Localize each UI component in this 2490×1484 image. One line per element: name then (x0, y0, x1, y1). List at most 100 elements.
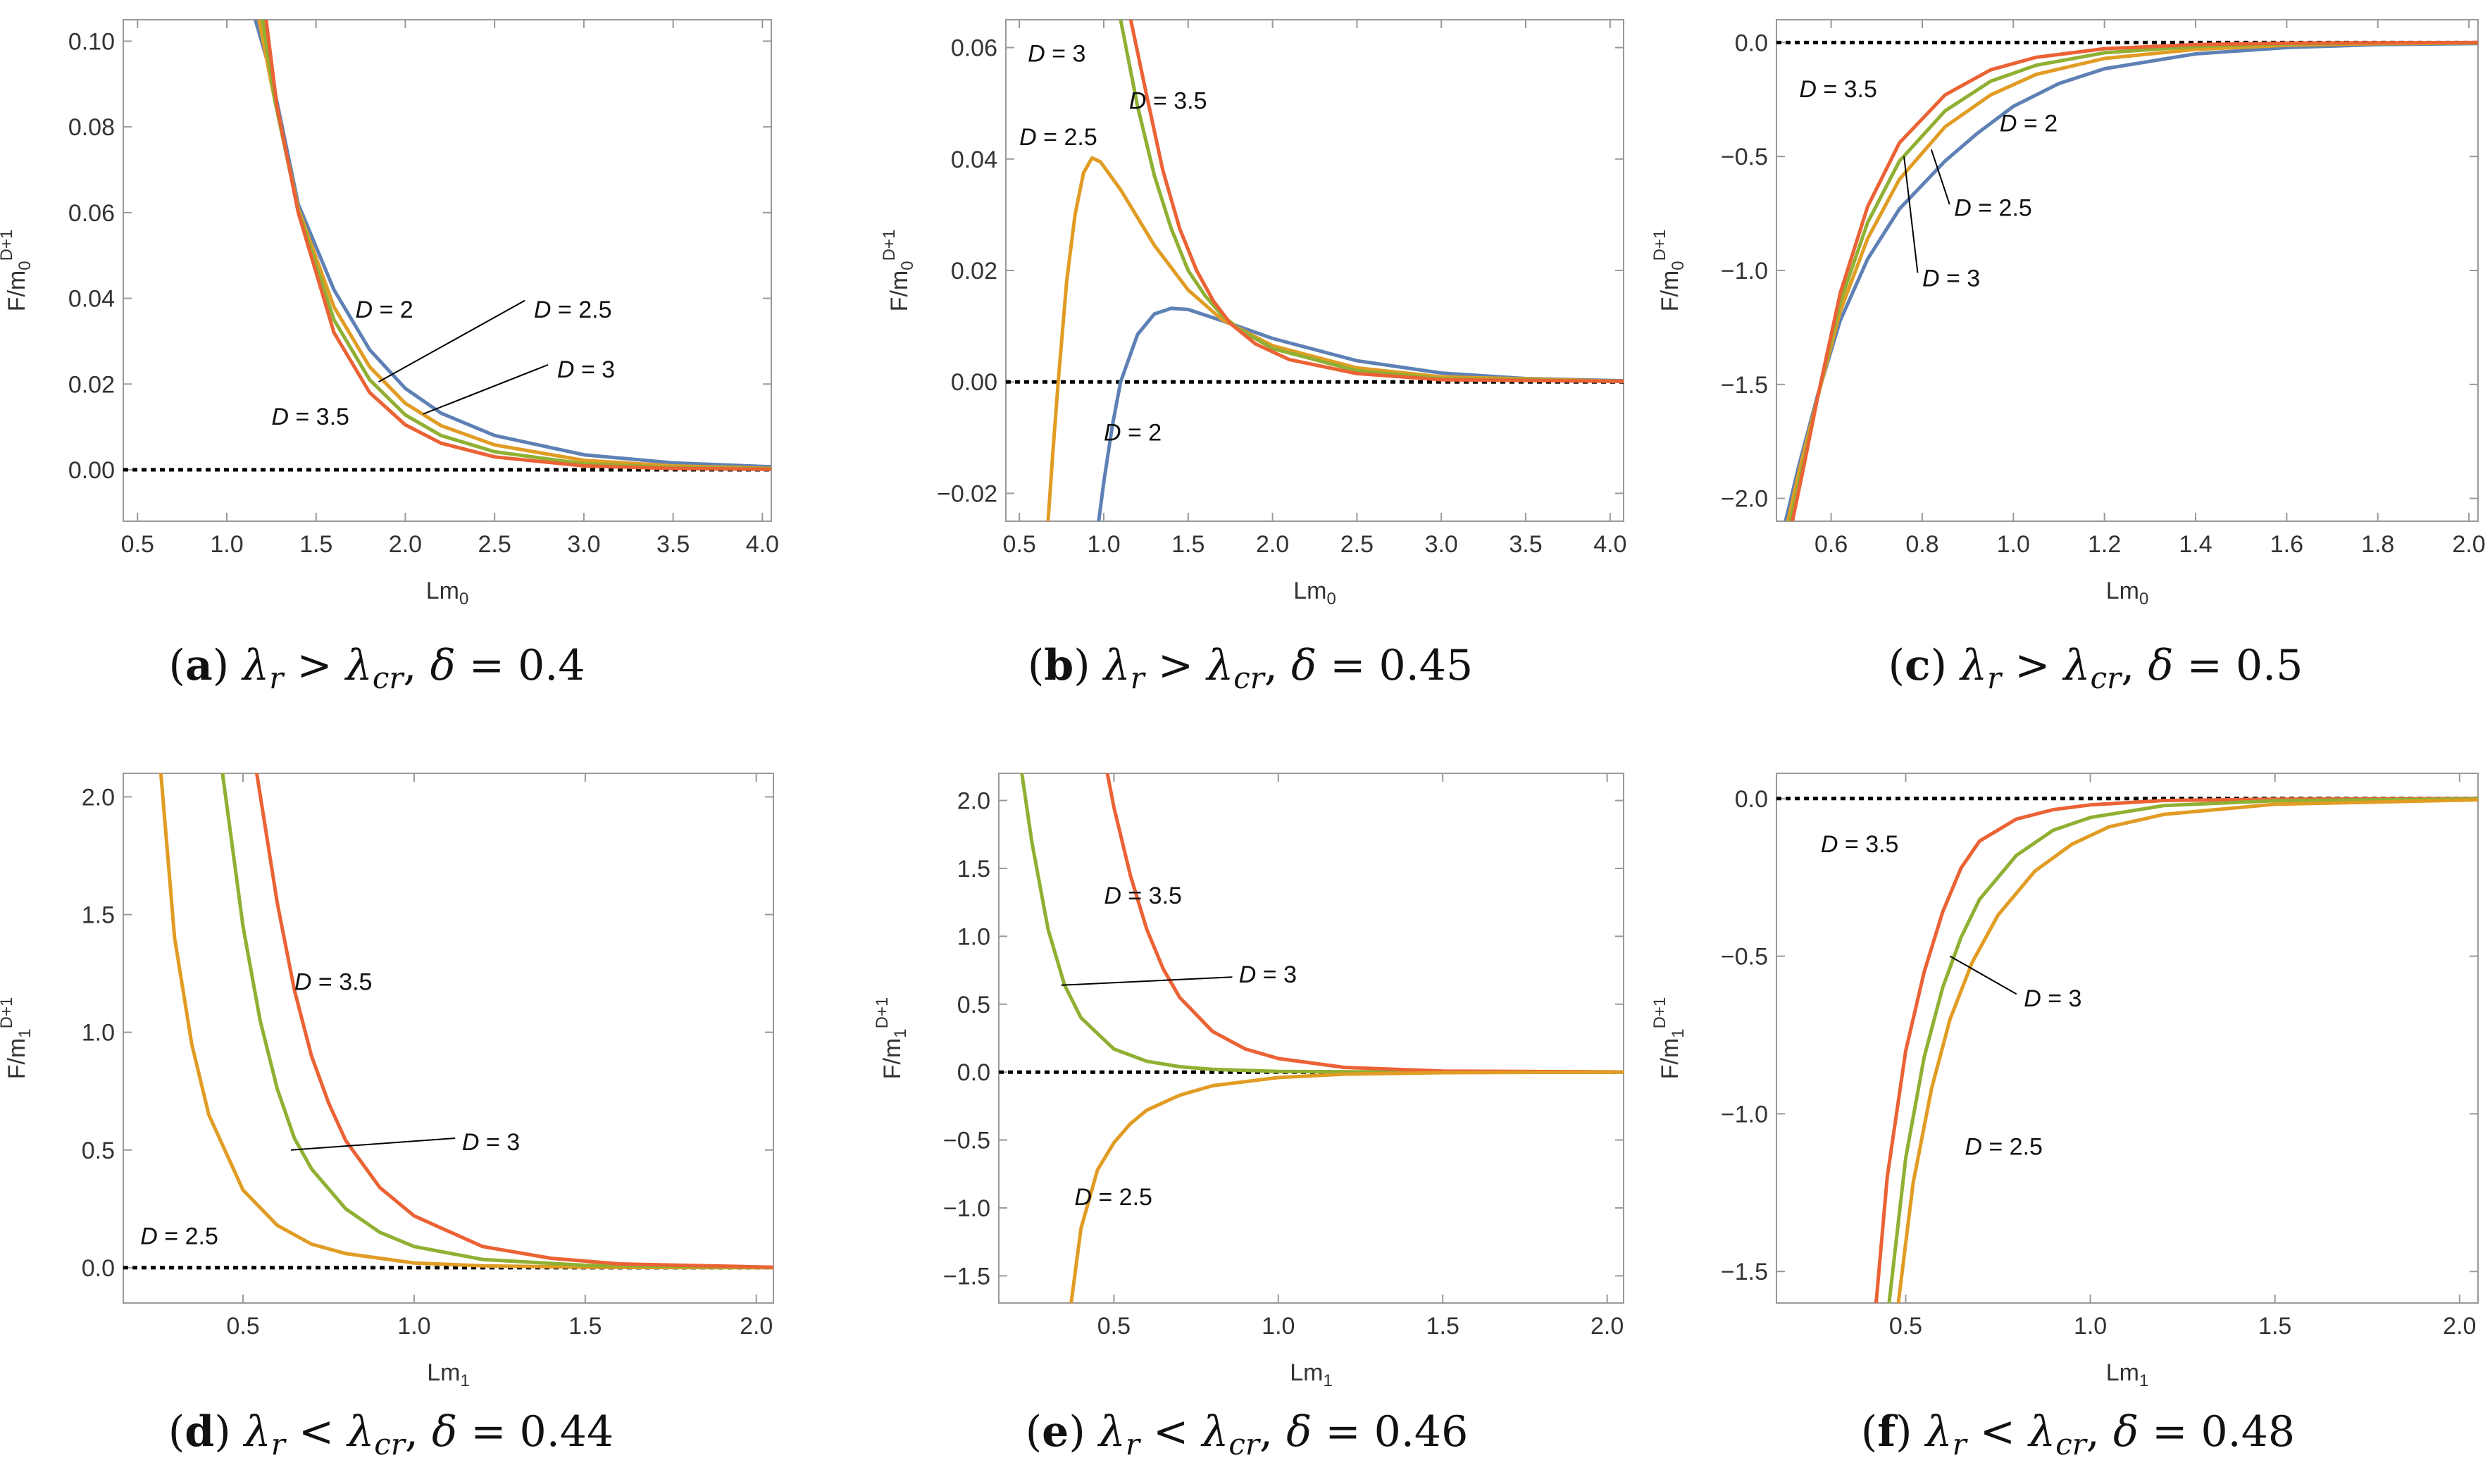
y-tick-label: −0.5 (1721, 944, 1768, 971)
curve-label-D-2.5: D = 2.5 (1074, 1184, 1152, 1211)
y-axis-label: F/m1D+1 (1650, 997, 1688, 1080)
panel-caption: (a) λr > λcr, δ = 0.4 (168, 641, 585, 695)
y-tick-label: 0.08 (68, 114, 115, 141)
y-axis-label: F/m0D+1 (1650, 230, 1688, 312)
curve-label-D-3: D = 3 (1922, 266, 1980, 292)
leader-line (290, 1137, 456, 1151)
y-axis-label: F/m1D+1 (873, 997, 910, 1080)
curve-label-D-2: D = 2 (2000, 111, 2058, 137)
x-tick-label: 2.0 (1591, 1313, 1624, 1340)
series-line-D-3 (1887, 797, 2478, 1303)
leader-line (423, 363, 549, 415)
panel-e: 0.5 1.0 1.5 2.0 −1.5 −1.0 −0.5 0.0 0.5 1.0 1.5 2.0 D… (873, 773, 1624, 1461)
plot-frame (1776, 773, 2479, 1304)
curve-label-D-2.5: D = 2.5 (534, 297, 612, 323)
x-tick-label: 2.0 (2443, 1313, 2476, 1340)
y-tick-label: 2.0 (82, 784, 115, 811)
curve-label-D-3.5: D = 3.5 (1821, 831, 1899, 858)
x-tick-label: 1.0 (210, 531, 243, 558)
curve-label-D-2.5: D = 2.5 (1965, 1134, 2043, 1161)
x-tick-label: 1.0 (1087, 531, 1120, 558)
series-line-D-2.5 (1896, 798, 2478, 1303)
series-line-D-3.5 (1874, 797, 2478, 1303)
panel-caption: (e) λr < λcr, δ = 0.46 (1026, 1407, 1469, 1461)
y-tick-label: 0.10 (68, 28, 115, 55)
x-tick-label: 1.0 (1997, 531, 2030, 558)
x-axis-label: Lm1 (2106, 1359, 2149, 1390)
y-tick-label: 0.5 (82, 1137, 115, 1164)
y-tick-label: 1.5 (82, 902, 115, 929)
x-tick-label: 3.0 (1425, 531, 1458, 558)
y-tick-label: 0.0 (957, 1059, 990, 1086)
x-tick-label: 1.5 (1426, 1313, 1459, 1340)
curve-label-D-3: D = 3 (557, 356, 615, 383)
y-tick-label: −1.5 (1721, 1259, 1768, 1285)
series-line-D-2.5 (1786, 41, 2478, 521)
curve-label-D-3.5: D = 3.5 (271, 404, 349, 430)
panel-d: 0.5 1.0 1.5 2.0 0.0 0.5 1.0 1.5 2.0 D = 3.5 D = 3 D… (0, 773, 774, 1461)
plot-frame (998, 773, 1624, 1304)
x-tick-label: 2.5 (1340, 531, 1374, 558)
y-tick-label: 1.0 (82, 1020, 115, 1047)
y-tick-label: −2.0 (1721, 486, 1768, 513)
x-tick-label: 2.5 (478, 531, 511, 558)
series-line-D-2 (1097, 306, 1624, 521)
y-tick-label: −0.5 (1721, 144, 1768, 170)
y-axis-label: F/m1D+1 (0, 997, 35, 1080)
y-tick-label: 0.0 (1735, 30, 1768, 56)
y-tick-label: 0.02 (951, 258, 997, 285)
x-tick-label: 1.0 (2074, 1313, 2107, 1340)
x-tick-label: 0.5 (1003, 531, 1036, 558)
x-tick-label: 1.5 (568, 1313, 602, 1340)
series-line-D-3.5 (1105, 773, 1624, 1074)
panel-f: 0.5 1.0 1.5 2.0 −1.5 −1.0 −0.5 0.0 D = 3.5 D = 3 D… (1650, 773, 2479, 1461)
x-axis-label: Lm0 (2106, 578, 2149, 609)
leader-line (1930, 149, 1950, 205)
x-tick-label: 0.5 (121, 531, 154, 558)
leader-line (1061, 976, 1233, 986)
x-tick-label: 3.0 (567, 531, 600, 558)
y-tick-label: 2.0 (957, 788, 990, 815)
x-tick-label: 0.5 (1097, 1313, 1131, 1340)
leader-line (1949, 955, 2017, 995)
y-tick-label: −1.0 (943, 1195, 990, 1222)
panel-c: 0.6 0.8 1.0 1.2 1.4 1.6 1.8 2.0 −2.0 −1.5 −1.0 −0.5… (1650, 19, 2486, 695)
series-line-D-3 (1119, 20, 1624, 383)
y-tick-label: 0.06 (951, 35, 997, 62)
curve-label-D-3.5: D = 3.5 (1799, 76, 1877, 103)
y-tick-label: 0.00 (68, 457, 115, 484)
x-tick-label: 1.8 (2361, 531, 2394, 558)
series-line-D-2.5 (158, 773, 773, 1270)
curve-label-D-3: D = 3 (1028, 40, 1085, 67)
x-tick-label: 2.0 (740, 1313, 773, 1340)
y-tick-label: −0.5 (943, 1128, 990, 1154)
curve-label-D-3.5: D = 3.5 (1129, 88, 1207, 115)
x-tick-label: 3.5 (656, 531, 690, 558)
curve-label-D-3.5: D = 3.5 (1104, 883, 1182, 909)
y-tick-label: 0.0 (82, 1255, 115, 1282)
y-tick-label: 0.06 (68, 200, 115, 227)
series-line-D-3 (1020, 773, 1624, 1074)
x-axis-label: Lm0 (1293, 578, 1336, 609)
series-line-D-2.5 (1069, 1070, 1624, 1303)
x-tick-label: 0.5 (226, 1313, 259, 1340)
x-tick-label: 1.0 (1262, 1313, 1295, 1340)
x-tick-label: 0.6 (1814, 531, 1848, 558)
y-tick-label: −0.02 (937, 480, 997, 507)
y-axis-label: F/m0D+1 (0, 230, 35, 312)
plot-frame (123, 773, 774, 1304)
curve-label-D-3.5: D = 3.5 (294, 968, 373, 995)
series-line-D-2 (1784, 42, 2478, 521)
y-tick-label: 0.00 (951, 369, 997, 396)
x-tick-label: 1.5 (2258, 1313, 2291, 1340)
x-tick-label: 2.0 (1256, 531, 1289, 558)
y-tick-label: 0.04 (951, 146, 997, 173)
y-tick-label: 1.0 (957, 923, 990, 950)
curve-label-D-3: D = 3 (1239, 961, 1297, 988)
series-line-D-3 (261, 20, 771, 471)
x-tick-label: 4.0 (1593, 531, 1626, 558)
x-tick-label: 1.4 (2179, 531, 2212, 558)
y-tick-label: 0.5 (957, 992, 990, 1018)
x-tick-label: 1.5 (299, 531, 332, 558)
